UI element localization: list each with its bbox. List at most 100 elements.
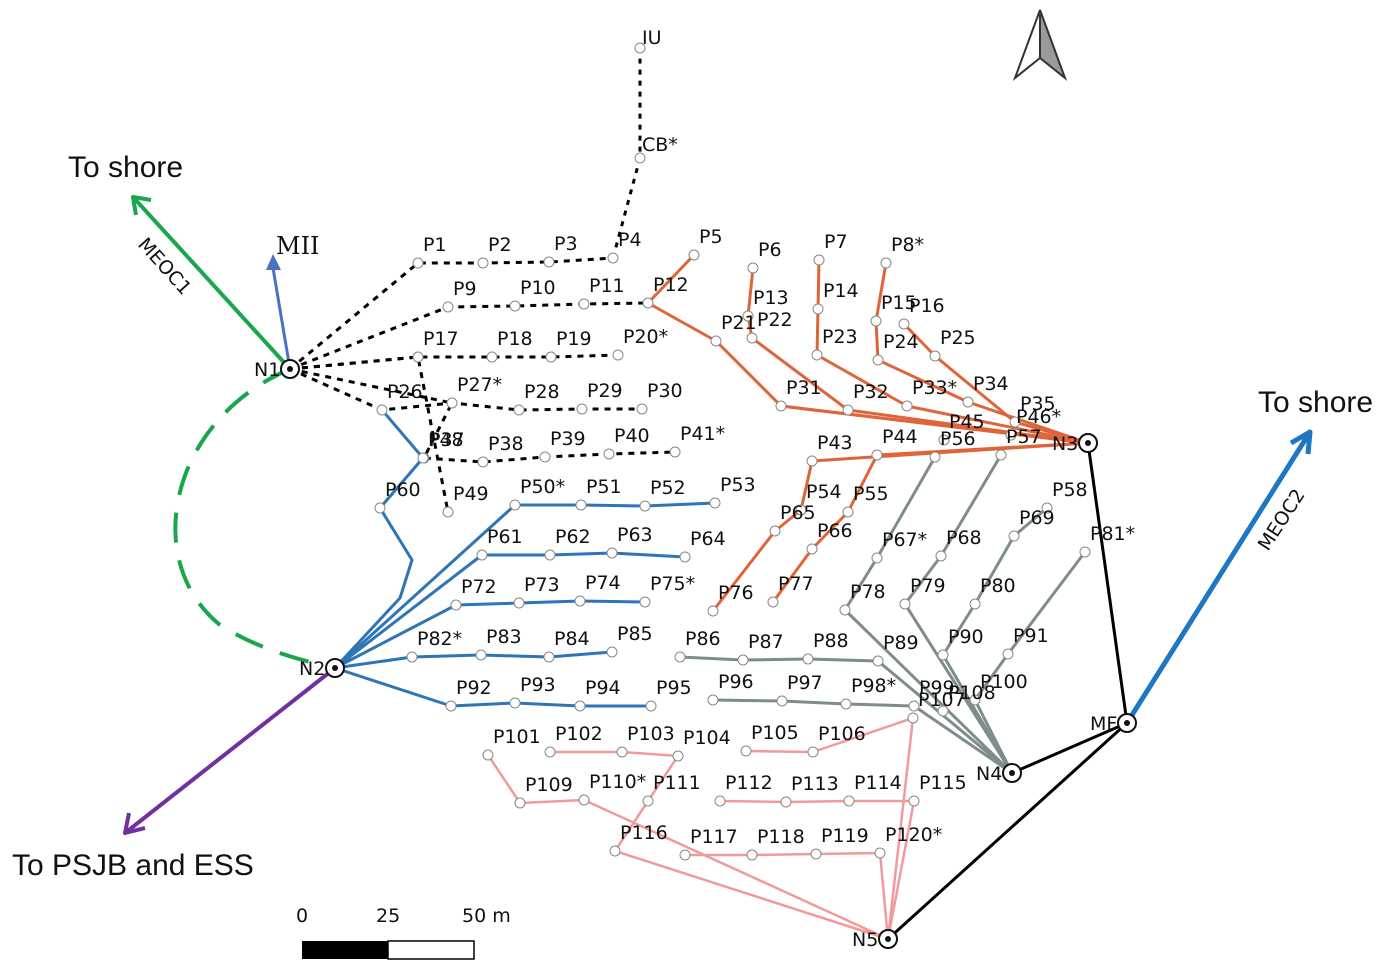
node-label-p95: P95 bbox=[656, 677, 692, 699]
node-p69 bbox=[1008, 530, 1020, 542]
mii-cable bbox=[271, 266, 292, 371]
node-p15 bbox=[870, 315, 882, 327]
node-p63 bbox=[606, 547, 618, 559]
node-label-p18: P18 bbox=[497, 328, 533, 350]
node-p74 bbox=[574, 595, 586, 607]
node-label-p64: P64 bbox=[690, 528, 726, 550]
node-p25 bbox=[929, 350, 941, 362]
node-label-p52: P52 bbox=[650, 477, 686, 499]
node-p34 bbox=[962, 396, 974, 408]
node-p29 bbox=[576, 403, 588, 415]
node-p40 bbox=[603, 448, 615, 460]
node-p23 bbox=[811, 349, 823, 361]
iu-label: IU bbox=[642, 27, 662, 49]
node-label-p30: P30 bbox=[647, 380, 683, 402]
meoc2-label: MEOC2 bbox=[1254, 485, 1310, 555]
node-label-p22: P22 bbox=[757, 309, 793, 331]
node-label-p8star: P8* bbox=[891, 234, 924, 256]
node-label-p60: P60 bbox=[385, 479, 421, 501]
node-label-p44: P44 bbox=[882, 426, 918, 448]
psjb-cable bbox=[123, 666, 337, 835]
mii-label: MII bbox=[276, 232, 320, 260]
strand-black-5 bbox=[289, 355, 450, 513]
node-p51 bbox=[575, 499, 587, 511]
node-p41star bbox=[669, 446, 681, 458]
node-p105 bbox=[740, 745, 752, 757]
meoc1-loop bbox=[173, 367, 336, 670]
node-p68 bbox=[935, 550, 947, 562]
node-label-p114: P114 bbox=[854, 772, 902, 794]
node-label-p12: P12 bbox=[653, 274, 689, 296]
hub-dot-n5 bbox=[885, 936, 891, 942]
node-label-p49: P49 bbox=[453, 483, 489, 505]
node-label-p58: P58 bbox=[1052, 479, 1088, 501]
strand-orange-c bbox=[780, 404, 1089, 445]
cb-label: CB* bbox=[642, 134, 678, 156]
node-p31 bbox=[775, 400, 787, 412]
node-p111 bbox=[642, 795, 654, 807]
node-label-p84: P84 bbox=[554, 628, 590, 650]
node-label-p62: P62 bbox=[555, 526, 591, 548]
strand-black-3 bbox=[289, 367, 642, 412]
node-label-p115: P115 bbox=[919, 772, 967, 794]
node-label-p75star: P75* bbox=[650, 573, 695, 595]
node-p14 bbox=[812, 303, 824, 315]
node-label-p11: P11 bbox=[589, 275, 625, 297]
node-p39 bbox=[539, 451, 551, 463]
node-p3 bbox=[543, 256, 555, 268]
strand-black-1 bbox=[289, 301, 649, 371]
node-p62 bbox=[544, 549, 556, 561]
hub-label-n3: N3 bbox=[1052, 433, 1078, 455]
node-p117 bbox=[679, 849, 691, 861]
node-p5 bbox=[688, 249, 700, 261]
node-label-p77: P77 bbox=[778, 573, 814, 595]
node-p52 bbox=[639, 500, 651, 512]
node-label-p7: P7 bbox=[824, 231, 848, 253]
hub-label-n2: N2 bbox=[299, 658, 325, 680]
strand-pink-1 bbox=[550, 750, 889, 941]
node-p114 bbox=[843, 795, 855, 807]
node-p112 bbox=[714, 795, 726, 807]
node-p35 bbox=[1009, 416, 1021, 428]
node-p27star bbox=[446, 397, 458, 409]
to-psjb-label: To PSJB and ESS bbox=[12, 849, 254, 882]
node-p32 bbox=[842, 404, 854, 416]
node-label-p61: P61 bbox=[487, 526, 523, 548]
node-p106 bbox=[807, 746, 819, 758]
node-p61 bbox=[476, 549, 488, 561]
node-label-p74: P74 bbox=[585, 572, 621, 594]
node-label-p19: P19 bbox=[556, 328, 592, 350]
node-label-p40: P40 bbox=[614, 425, 650, 447]
mf-label: MF bbox=[1090, 713, 1117, 735]
node-p2 bbox=[477, 257, 489, 269]
meoc2-cable bbox=[1124, 429, 1313, 726]
node-p100 bbox=[969, 694, 981, 706]
node-label-p110star: P110* bbox=[589, 771, 646, 793]
node-label-p112: P112 bbox=[725, 772, 773, 794]
node-label-p72: P72 bbox=[461, 576, 497, 598]
node-p120star bbox=[874, 847, 886, 859]
node-p19 bbox=[545, 351, 557, 363]
node-label-p55: P55 bbox=[853, 483, 889, 505]
node-label-p15: P15 bbox=[881, 292, 917, 314]
node-label-p92: P92 bbox=[456, 677, 492, 699]
node-p81star bbox=[1079, 546, 1091, 558]
to-shore-right-label: To shore bbox=[1258, 386, 1373, 419]
node-p66 bbox=[806, 543, 818, 555]
node-p88 bbox=[802, 653, 814, 665]
node-p79 bbox=[899, 598, 911, 610]
node-p44 bbox=[871, 449, 883, 461]
node-label-p9: P9 bbox=[453, 278, 477, 300]
node-label-p102: P102 bbox=[555, 723, 603, 745]
node-label-p99: P99 bbox=[919, 677, 955, 699]
node-p108 bbox=[937, 705, 949, 717]
node-label-p45: P45 bbox=[949, 411, 985, 433]
node-p113 bbox=[780, 796, 792, 808]
node-label-p32: P32 bbox=[853, 381, 889, 403]
node-label-p94: P94 bbox=[585, 677, 621, 699]
node-p97 bbox=[776, 695, 788, 707]
node-label-p73: P73 bbox=[524, 574, 560, 596]
node-label-p81star: P81* bbox=[1090, 523, 1135, 545]
node-label-p17: P17 bbox=[423, 328, 459, 350]
node-p4 bbox=[607, 252, 619, 264]
